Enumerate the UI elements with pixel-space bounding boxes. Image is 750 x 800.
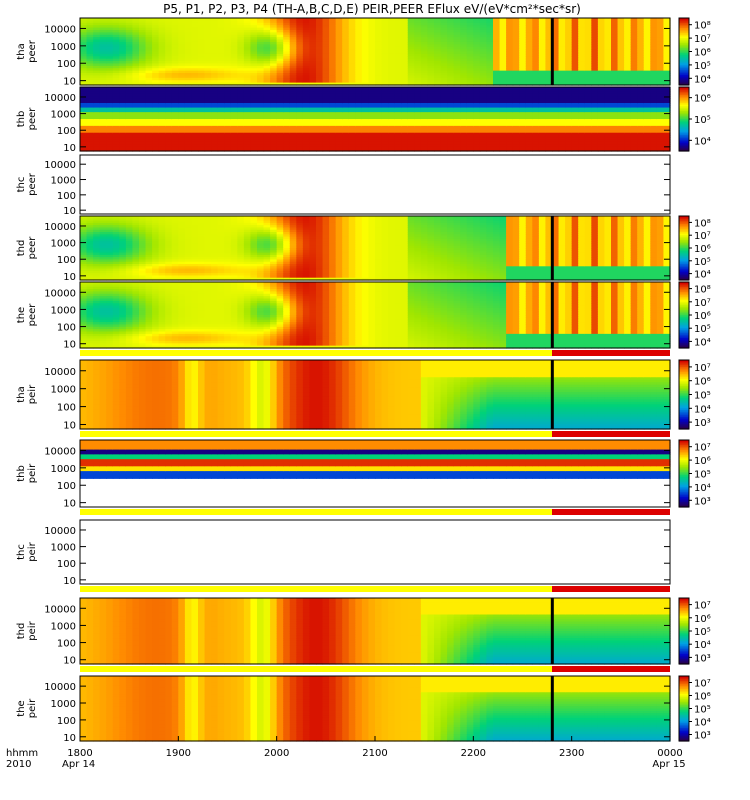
- data-gap-marker: [551, 18, 554, 85]
- panel-tha-peer: 10 100 1000 10000 tha peer 10⁸ 10⁷ 10⁶ 10⁵ 10⁴: [16, 18, 711, 88]
- panel-label-probe: tha: [16, 43, 27, 59]
- y-tick-label: 10000: [44, 24, 76, 35]
- colorbar-label: 10⁵: [694, 61, 711, 72]
- colorbar-label: 10⁶: [694, 48, 711, 59]
- y-tick-label: 1000: [51, 42, 76, 53]
- colorbar-label: 10⁸: [694, 21, 711, 32]
- y-tick-label: 10: [63, 77, 76, 88]
- colorbar-label: 10⁴: [694, 74, 711, 85]
- figure-title: P5, P1, P2, P3, P4 (TH-A,B,C,D,E) PEIR,P…: [163, 2, 581, 16]
- panel-stack: 10 100 1000 10000 tha peer 10⁸ 10⁷ 10⁶ 10⁵ 10⁴ 1010…: [16, 18, 711, 744]
- panel-thb-peer: 10100100010000thb peer10⁶10⁵10⁴: [16, 87, 711, 154]
- panel-label-type: peer: [27, 39, 38, 63]
- colorbar-label: 10⁷: [694, 34, 711, 45]
- y-tick-label: 100: [57, 59, 76, 70]
